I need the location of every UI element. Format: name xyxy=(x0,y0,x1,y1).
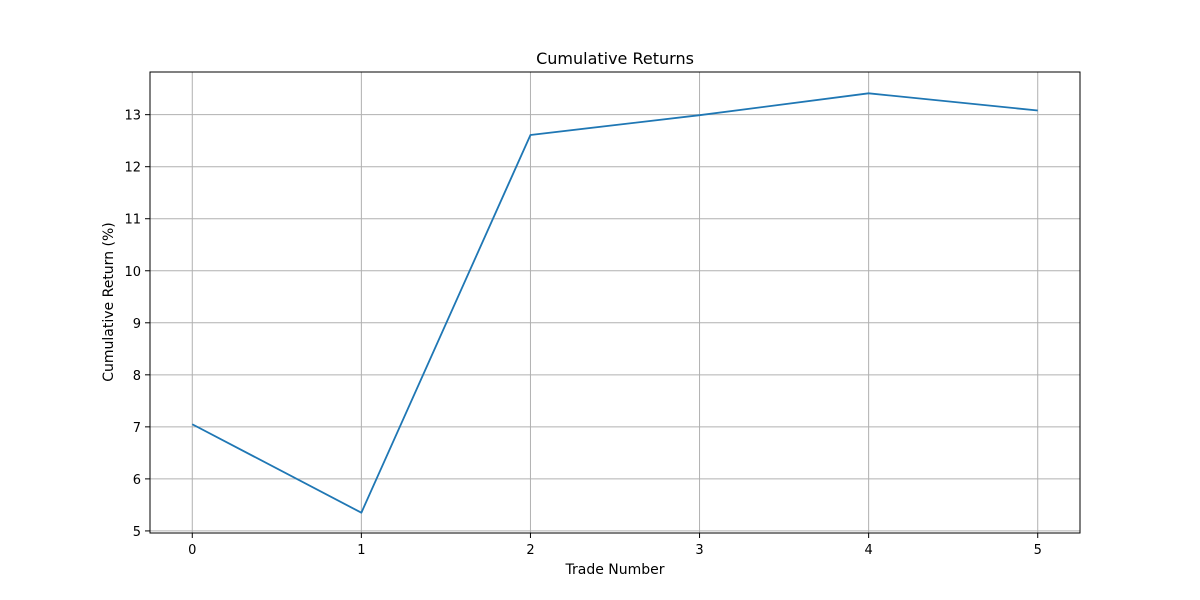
series-layer xyxy=(191,92,1038,514)
y-tick-label: 8 xyxy=(133,369,141,384)
x-axis-label: Trade Number xyxy=(564,562,664,578)
x-tick-label: 5 xyxy=(1034,543,1042,558)
y-tick-label: 9 xyxy=(133,317,141,332)
grid-layer xyxy=(150,72,1080,533)
plot-area-frame xyxy=(149,71,1081,534)
series-line xyxy=(191,92,1038,514)
x-tick-label: 1 xyxy=(357,543,365,558)
x-tick-label: 2 xyxy=(526,543,534,558)
chart-title: Cumulative Returns xyxy=(536,49,694,68)
y-axis-ticks: 5 6 7 8 9 10 11 12 13 xyxy=(124,109,150,540)
y-tick-label: 13 xyxy=(124,109,141,124)
x-tick-label: 4 xyxy=(864,543,872,558)
y-tick-label: 5 xyxy=(133,525,141,540)
x-axis-ticks: 0 1 2 3 4 5 xyxy=(188,533,1042,558)
y-tick-label: 10 xyxy=(124,265,141,280)
y-tick-label: 6 xyxy=(133,473,141,488)
y-tick-label: 12 xyxy=(124,161,141,176)
x-tick-label: 0 xyxy=(188,543,196,558)
y-axis-label: Cumulative Return (%) xyxy=(101,222,117,382)
y-tick-label: 7 xyxy=(133,421,141,436)
x-tick-label: 3 xyxy=(695,543,703,558)
y-tick-label: 11 xyxy=(124,213,141,228)
